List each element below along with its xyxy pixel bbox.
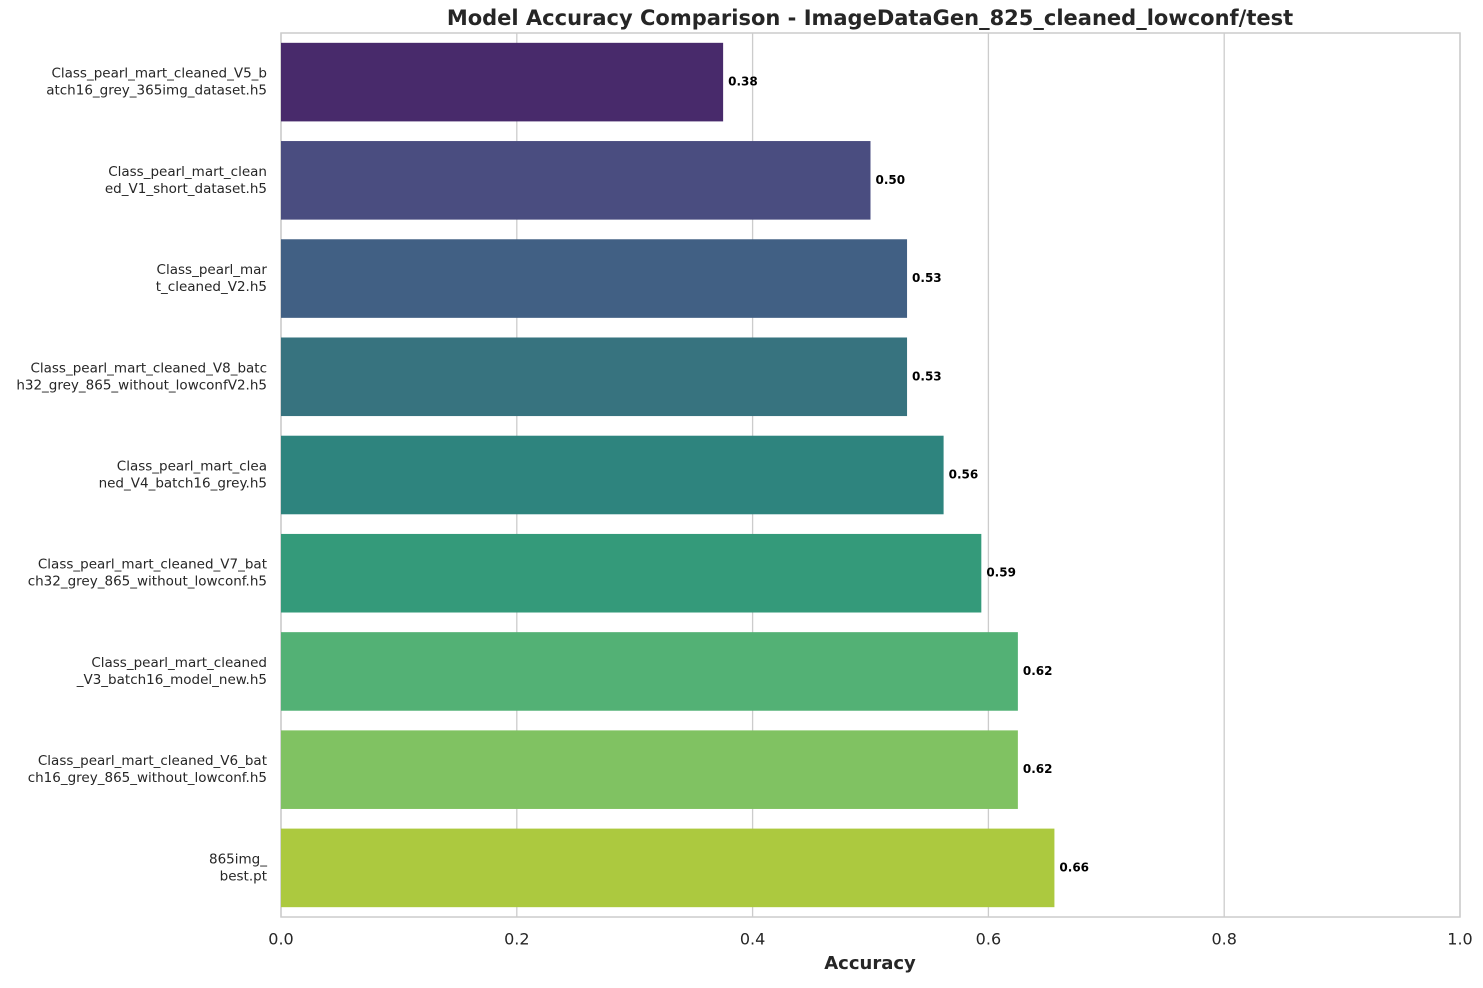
- bar: [281, 828, 1055, 908]
- bar: [281, 730, 1018, 809]
- value-label: 0.50: [876, 173, 906, 187]
- chart-title: Model Accuracy Comparison - ImageDataGen…: [447, 6, 1293, 30]
- bar: [281, 435, 944, 515]
- value-label: 0.53: [912, 271, 942, 285]
- y-tick-label: Class_pearl_mar t_cleaned_V2.h5: [156, 262, 268, 295]
- value-label: 0.38: [728, 75, 758, 89]
- y-tick-label: Class_pearl_mart_cleaned_V6_bat ch16_grey…: [28, 753, 267, 786]
- value-label: 0.56: [949, 468, 979, 482]
- bar: [281, 632, 1018, 711]
- value-label: 0.66: [1059, 860, 1089, 874]
- y-tick-label: Class_pearl_mart_cleaned_V5_b atch16_grey…: [46, 66, 267, 99]
- x-axis-label: Accuracy: [824, 953, 916, 974]
- value-label: 0.59: [986, 566, 1016, 580]
- value-label: 0.53: [912, 369, 942, 383]
- y-tick-label: Class_pearl_mart_clean ed_V1_short_datase…: [105, 164, 267, 197]
- bar: [281, 141, 871, 220]
- y-tick-label: Class_pearl_mart_clea ned_V4_batch16_grey…: [99, 459, 267, 492]
- bar: [281, 239, 908, 318]
- x-tick-label: 0.4: [740, 930, 765, 949]
- y-tick-label: Class_pearl_mart_cleaned _V3_batch16_mode…: [76, 655, 267, 688]
- y-tick-label: 865img_ best.pt: [209, 851, 267, 884]
- value-label: 0.62: [1023, 664, 1053, 678]
- x-tick-label: 1.0: [1447, 930, 1472, 949]
- value-label: 0.62: [1023, 762, 1053, 776]
- y-tick-label: Class_pearl_mart_cleaned_V7_bat ch32_grey…: [28, 557, 267, 590]
- bar: [281, 533, 982, 613]
- x-tick-label: 0.0: [268, 930, 293, 949]
- bar: [281, 337, 908, 417]
- x-tick-label: 0.2: [504, 930, 529, 949]
- bar: [281, 42, 724, 122]
- x-tick-label: 0.8: [1211, 930, 1236, 949]
- x-tick-label: 0.6: [976, 930, 1001, 949]
- y-tick-label: Class_pearl_mart_cleaned_V8_batc h32_grey…: [16, 360, 267, 393]
